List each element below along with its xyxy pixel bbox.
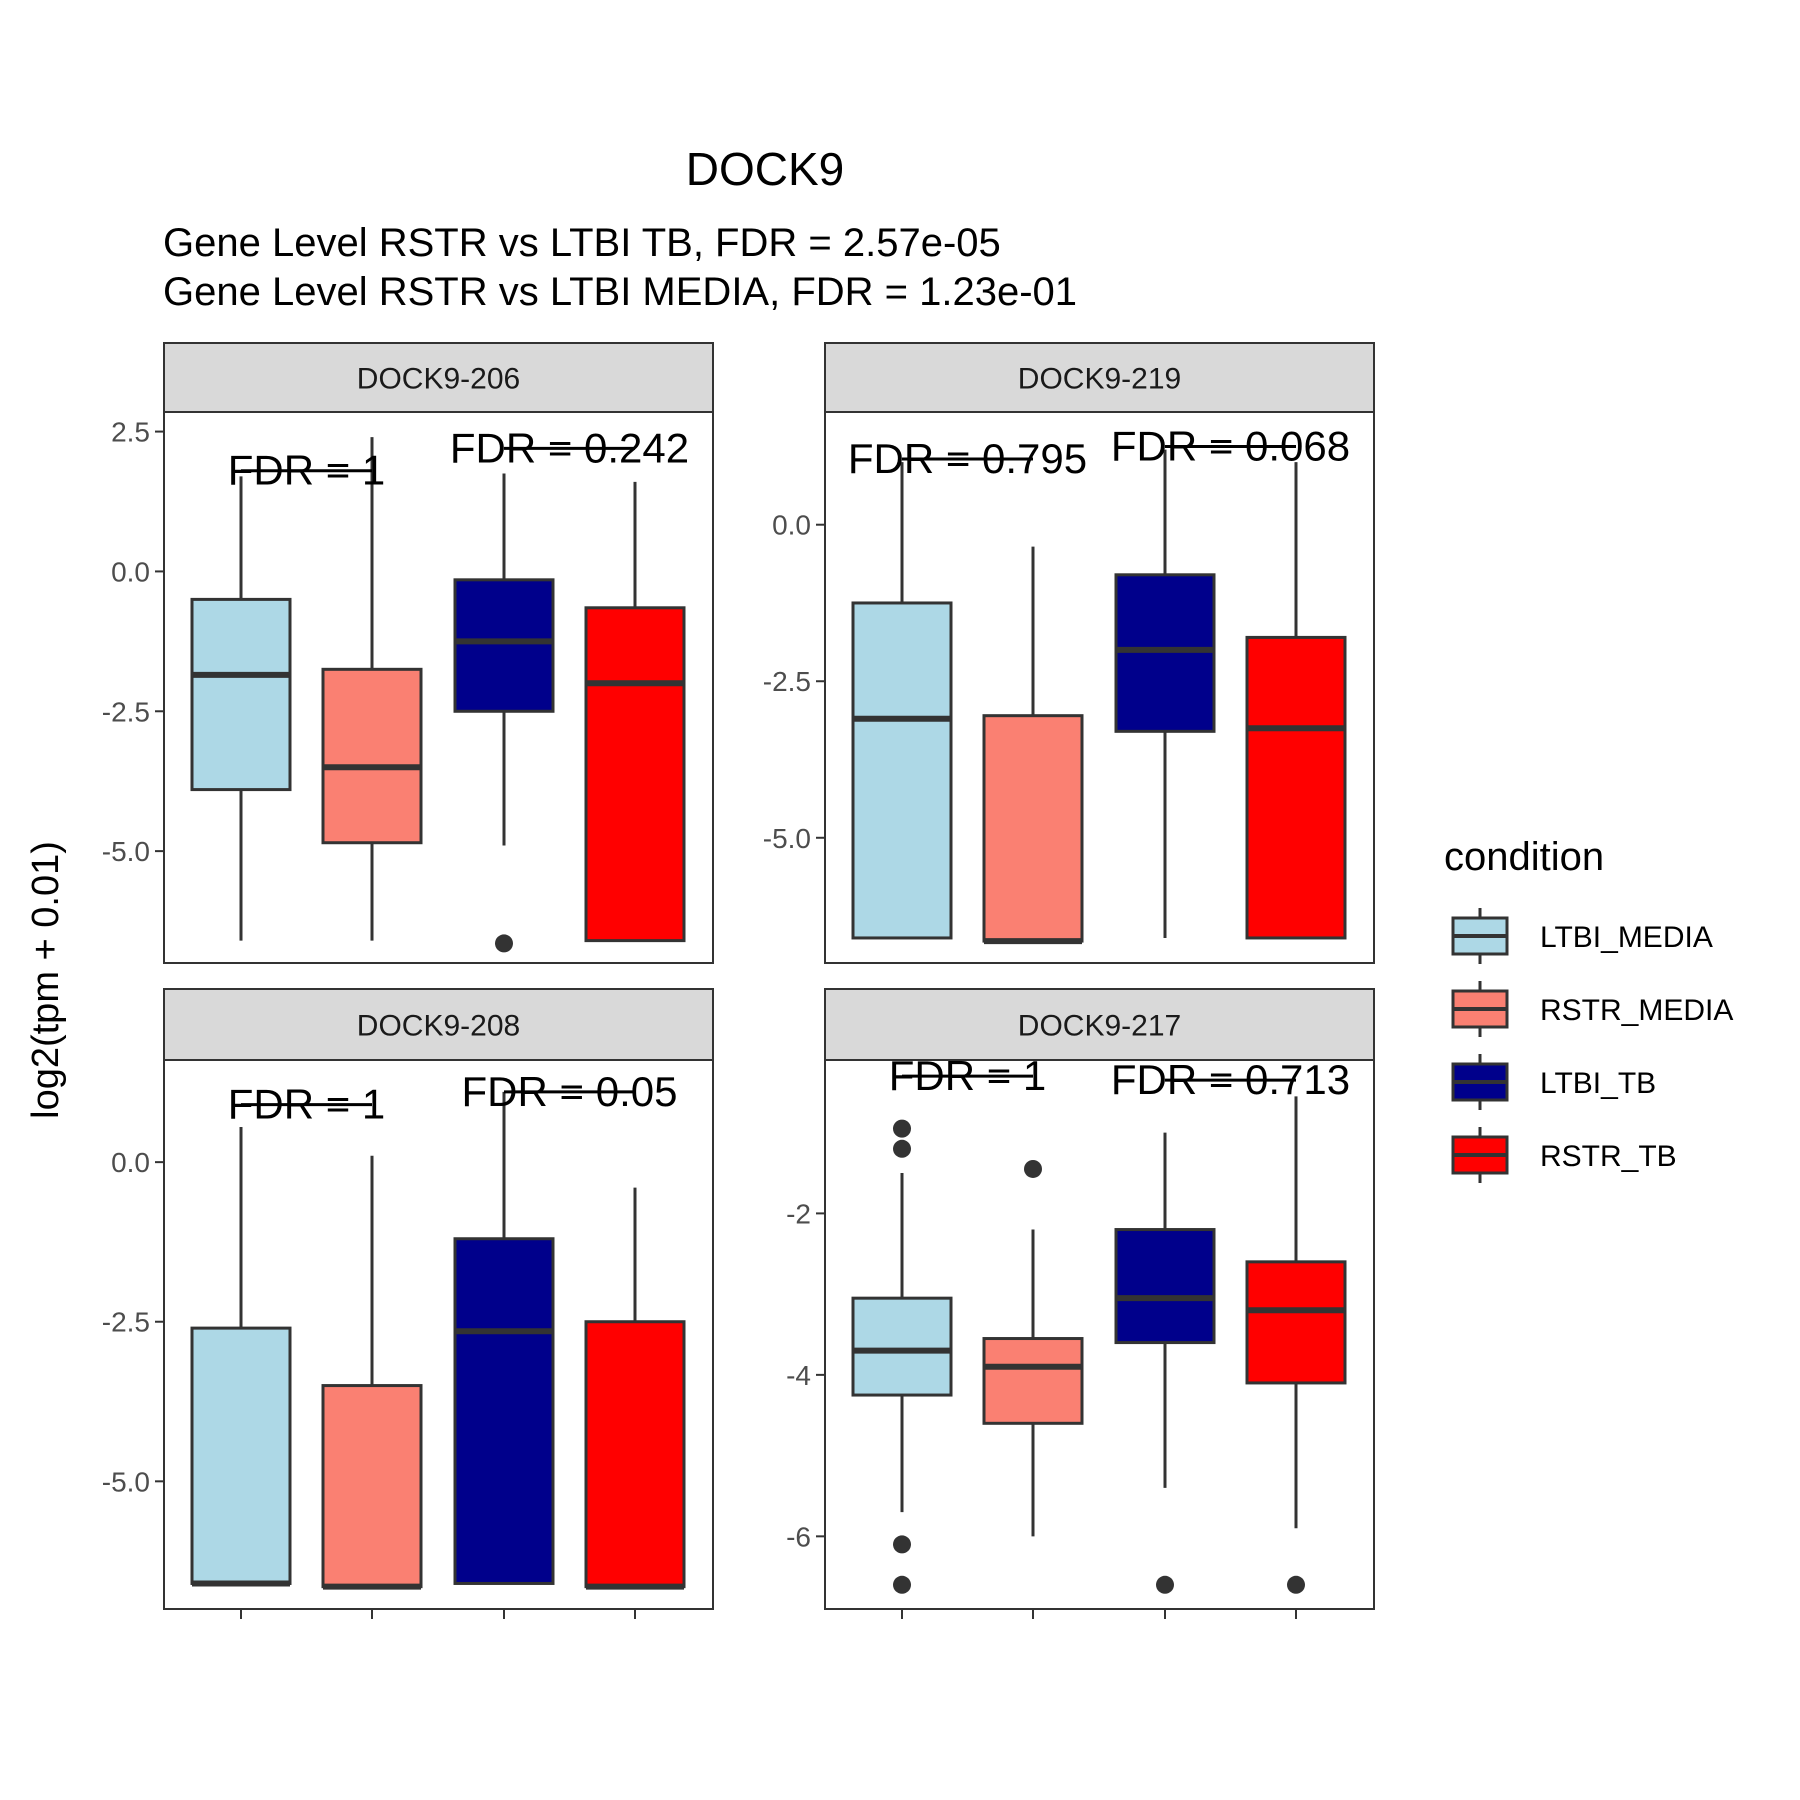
legend-item: RSTR_MEDIA <box>1451 981 1733 1037</box>
box-iqr <box>453 578 555 713</box>
box-iqr <box>584 606 686 943</box>
y-tick-label: 0.0 <box>111 556 150 587</box>
fdr-label: FDR = 0.795 <box>848 435 1087 482</box>
legend-title: condition <box>1444 835 1604 879</box>
box-iqr <box>321 1384 423 1589</box>
box-rstr-media <box>982 546 1084 945</box>
box-iqr <box>851 1296 953 1397</box>
facet-strip <box>163 342 714 413</box>
box-iqr <box>1245 1260 1347 1385</box>
box-ltbi-media <box>190 476 292 941</box>
box-iqr <box>190 597 292 792</box>
y-tick-label: -5.0 <box>102 836 150 867</box>
facet-strip <box>163 988 714 1061</box>
legend-item: RSTR_TB <box>1451 1127 1677 1183</box>
box-iqr <box>453 1237 555 1585</box>
facet-panel: DOCK9-219 0.0 -2.5 -5.0 FDR = 0.795 FDR = 0.0… <box>763 342 1375 964</box>
box-ltbi-tb <box>453 473 555 953</box>
outlier-point <box>893 1119 911 1138</box>
box-ltbi-media <box>851 462 953 940</box>
box-ltbi-tb <box>1114 1132 1216 1594</box>
box-iqr <box>1245 635 1347 940</box>
box-ltbi-tb <box>1114 449 1216 938</box>
y-tick-label: 0.0 <box>111 1147 150 1178</box>
legend-item-label: LTBI_TB <box>1540 1067 1656 1100</box>
facet-strip <box>824 988 1375 1061</box>
chart-title: DOCK9 <box>686 143 844 195</box>
facet-strip-label: DOCK9-217 <box>1018 1010 1181 1043</box>
facet-strip-label: DOCK9-219 <box>1018 363 1181 396</box>
outlier-point <box>893 1575 911 1594</box>
box-rstr-tb <box>584 1187 686 1590</box>
box-rstr-tb <box>1245 1096 1347 1594</box>
fdr-label: FDR = 0.242 <box>450 424 689 471</box>
facet-panel: DOCK9-208 0.0 -2.5 -5.0 FDR = 1 FDR = 0.05 <box>102 988 714 1619</box>
y-tick-label: 0.0 <box>772 510 811 541</box>
box-ltbi-media <box>190 1127 292 1587</box>
y-tick-label: -2.5 <box>102 696 150 727</box>
box-rstr-tb <box>584 481 686 943</box>
legend-item-label: RSTR_MEDIA <box>1540 994 1733 1027</box>
y-tick-label: -5.0 <box>102 1466 150 1497</box>
outlier-point <box>1156 1575 1174 1594</box>
fdr-label: FDR = 1 <box>889 1052 1047 1099</box>
legend-item: LTBI_TB <box>1451 1054 1656 1110</box>
box-iqr <box>584 1320 686 1589</box>
box-iqr <box>982 714 1084 943</box>
box-ltbi-tb <box>453 1091 555 1585</box>
box-rstr-tb <box>1245 462 1347 940</box>
outlier-point <box>1287 1575 1305 1594</box>
y-axis-label: log2(tpm + 0.01) <box>25 841 67 1119</box>
facet-panels: DOCK9-206 2.5 0.0 -2.5 -5.0 FDR = 1 FDR = 0.24… <box>102 342 1375 1619</box>
box-iqr <box>321 667 423 845</box>
box-rstr-media <box>321 1155 423 1590</box>
fdr-label: FDR = 0.05 <box>462 1068 678 1115</box>
legend-item: LTBI_MEDIA <box>1451 908 1713 964</box>
facet-strip-label: DOCK9-208 <box>357 1010 520 1043</box>
y-tick-label: -4 <box>786 1360 811 1391</box>
facet-panel: DOCK9-217 -2 -4 -6 FDR = 1 FDR = 0.713 <box>786 988 1375 1619</box>
fdr-label: FDR = 0.068 <box>1111 422 1350 469</box>
facet-strip <box>824 342 1375 413</box>
chart-subtitle-line-1: Gene Level RSTR vs LTBI TB, FDR = 2.57e-… <box>163 221 1001 265</box>
fdr-label: FDR = 0.713 <box>1111 1056 1350 1103</box>
fdr-label: FDR = 1 <box>228 1081 386 1128</box>
box-ltbi-media <box>851 1119 953 1594</box>
y-tick-label: -2 <box>786 1198 811 1229</box>
box-iqr <box>982 1337 1084 1425</box>
chart-subtitle-line-2: Gene Level RSTR vs LTBI MEDIA, FDR = 1.2… <box>163 270 1077 314</box>
y-tick-label: -5.0 <box>763 823 811 854</box>
legend-item-label: RSTR_TB <box>1540 1140 1677 1173</box>
box-rstr-media <box>982 1159 1084 1537</box>
box-iqr <box>1114 573 1216 733</box>
legend: condition LTBI_MEDIA RSTR_MEDIA LTBI_TB RSTR… <box>1444 835 1733 1183</box>
y-tick-label: -6 <box>786 1521 811 1552</box>
y-tick-label: -2.5 <box>102 1307 150 1338</box>
box-iqr <box>1114 1228 1216 1345</box>
box-rstr-media <box>321 437 423 941</box>
outlier-point <box>495 934 513 953</box>
box-iqr <box>851 601 953 940</box>
outlier-point <box>893 1535 911 1554</box>
outlier-point <box>893 1139 911 1158</box>
box-iqr <box>190 1326 292 1585</box>
legend-item-label: LTBI_MEDIA <box>1540 921 1713 954</box>
outlier-point <box>1024 1159 1042 1178</box>
y-tick-label: -2.5 <box>763 666 811 697</box>
facet-panel: DOCK9-206 2.5 0.0 -2.5 -5.0 FDR = 1 FDR = 0.24… <box>102 342 714 964</box>
fdr-label: FDR = 1 <box>228 447 386 494</box>
y-tick-label: 2.5 <box>111 417 150 448</box>
facet-strip-label: DOCK9-206 <box>357 363 520 396</box>
